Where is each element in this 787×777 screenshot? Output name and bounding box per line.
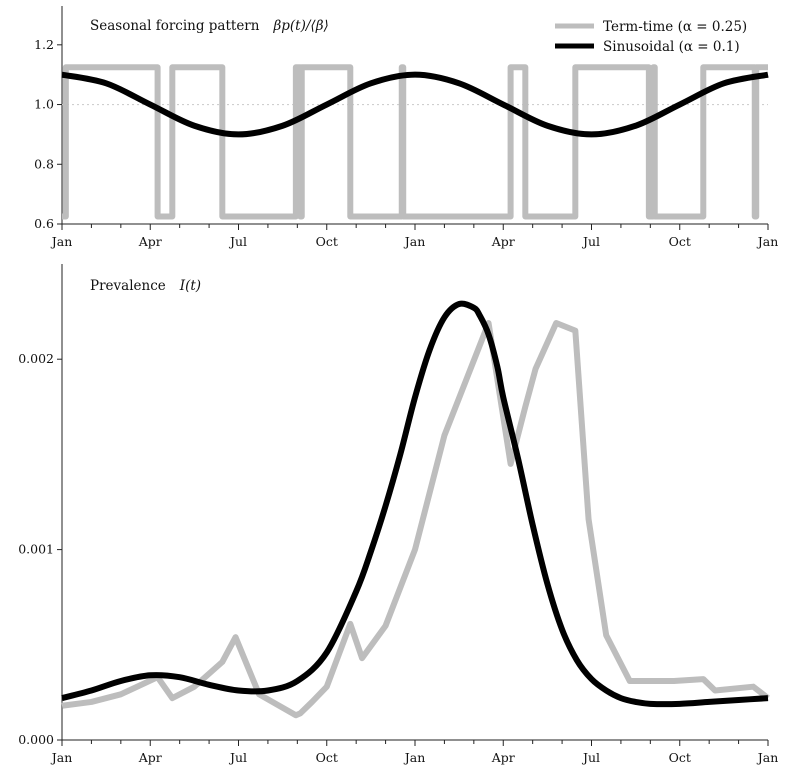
bottom-y-tick-label: 0.001 bbox=[18, 542, 54, 557]
top-x-tick-label: Jan bbox=[756, 234, 779, 249]
top-series-layer bbox=[61, 64, 769, 220]
bottom-series-sinusoidal bbox=[61, 300, 769, 708]
bottom-y-tick-label: 0.000 bbox=[18, 732, 54, 747]
top-x-tick-label: Oct bbox=[316, 234, 338, 249]
top-panel-title: Seasonal forcing pattern βp(t)/⟨β⟩ bbox=[90, 18, 329, 34]
bottom-y-ticks: 0.000 0.001 0.002 bbox=[18, 351, 62, 747]
top-x-tick-label: Jan bbox=[403, 234, 426, 249]
top-y-tick-label: 1.0 bbox=[34, 97, 54, 112]
top-series-sinusoidal bbox=[61, 71, 769, 138]
bottom-x-tick-label: Oct bbox=[316, 750, 338, 765]
bottom-series-term-time bbox=[61, 320, 770, 719]
top-panel-title-text: Seasonal forcing pattern bbox=[90, 18, 260, 34]
top-panel-title-math: βp(t)/⟨β⟩ bbox=[272, 18, 328, 34]
bottom-x-tick-label: Jul bbox=[581, 750, 600, 765]
top-y-tick-label: 0.6 bbox=[34, 216, 54, 231]
top-x-tick-label: Apr bbox=[138, 234, 162, 249]
bottom-x-tick-label: Jan bbox=[403, 750, 426, 765]
bottom-y-tick-label: 0.002 bbox=[18, 351, 54, 366]
bottom-panel-title: Prevalence I(t) bbox=[90, 278, 201, 294]
bottom-x-tick-label: Apr bbox=[491, 750, 515, 765]
bottom-series-layer bbox=[61, 300, 770, 719]
bottom-panel-title-math: I(t) bbox=[179, 278, 201, 294]
top-x-tick-label: Apr bbox=[491, 234, 515, 249]
top-series-term-time bbox=[62, 64, 768, 220]
bottom-x-ticks: Jan Apr Jul Oct Jan Apr Jul Oct Jan bbox=[50, 740, 779, 765]
bottom-x-tick-label: Jan bbox=[756, 750, 779, 765]
bottom-x-tick-label: Jan bbox=[50, 750, 73, 765]
bottom-x-tick-label: Jul bbox=[228, 750, 247, 765]
top-y-ticks: 0.6 0.8 1.0 1.2 bbox=[34, 37, 62, 231]
top-x-ticks: Jan Apr Jul Oct Jan Apr Jul Oct Jan bbox=[50, 224, 779, 249]
top-y-tick-label: 1.2 bbox=[34, 37, 54, 52]
prevalence-panel: 0.000 0.001 0.002 Jan Apr Jul Oct Jan Apr Jul Oct… bbox=[18, 264, 778, 765]
top-x-tick-label: Oct bbox=[669, 234, 691, 249]
legend-label-sinusoidal: Sinusoidal (α = 0.1) bbox=[603, 39, 740, 55]
top-x-tick-label: Jul bbox=[228, 234, 247, 249]
bottom-x-tick-label: Apr bbox=[138, 750, 162, 765]
top-x-tick-label: Jan bbox=[50, 234, 73, 249]
top-y-tick-label: 0.8 bbox=[34, 156, 54, 171]
top-x-tick-label: Jul bbox=[581, 234, 600, 249]
legend: Term-time (α = 0.25) Sinusoidal (α = 0.1… bbox=[555, 19, 747, 55]
seasonal-forcing-panel: 0.60.81.01.2 Jan Apr Jul Oct Jan Apr Jul Oct Jan… bbox=[34, 6, 778, 249]
bottom-x-tick-label: Oct bbox=[669, 750, 691, 765]
legend-label-term-time: Term-time (α = 0.25) bbox=[603, 19, 747, 35]
bottom-panel-title-text: Prevalence bbox=[90, 278, 166, 294]
